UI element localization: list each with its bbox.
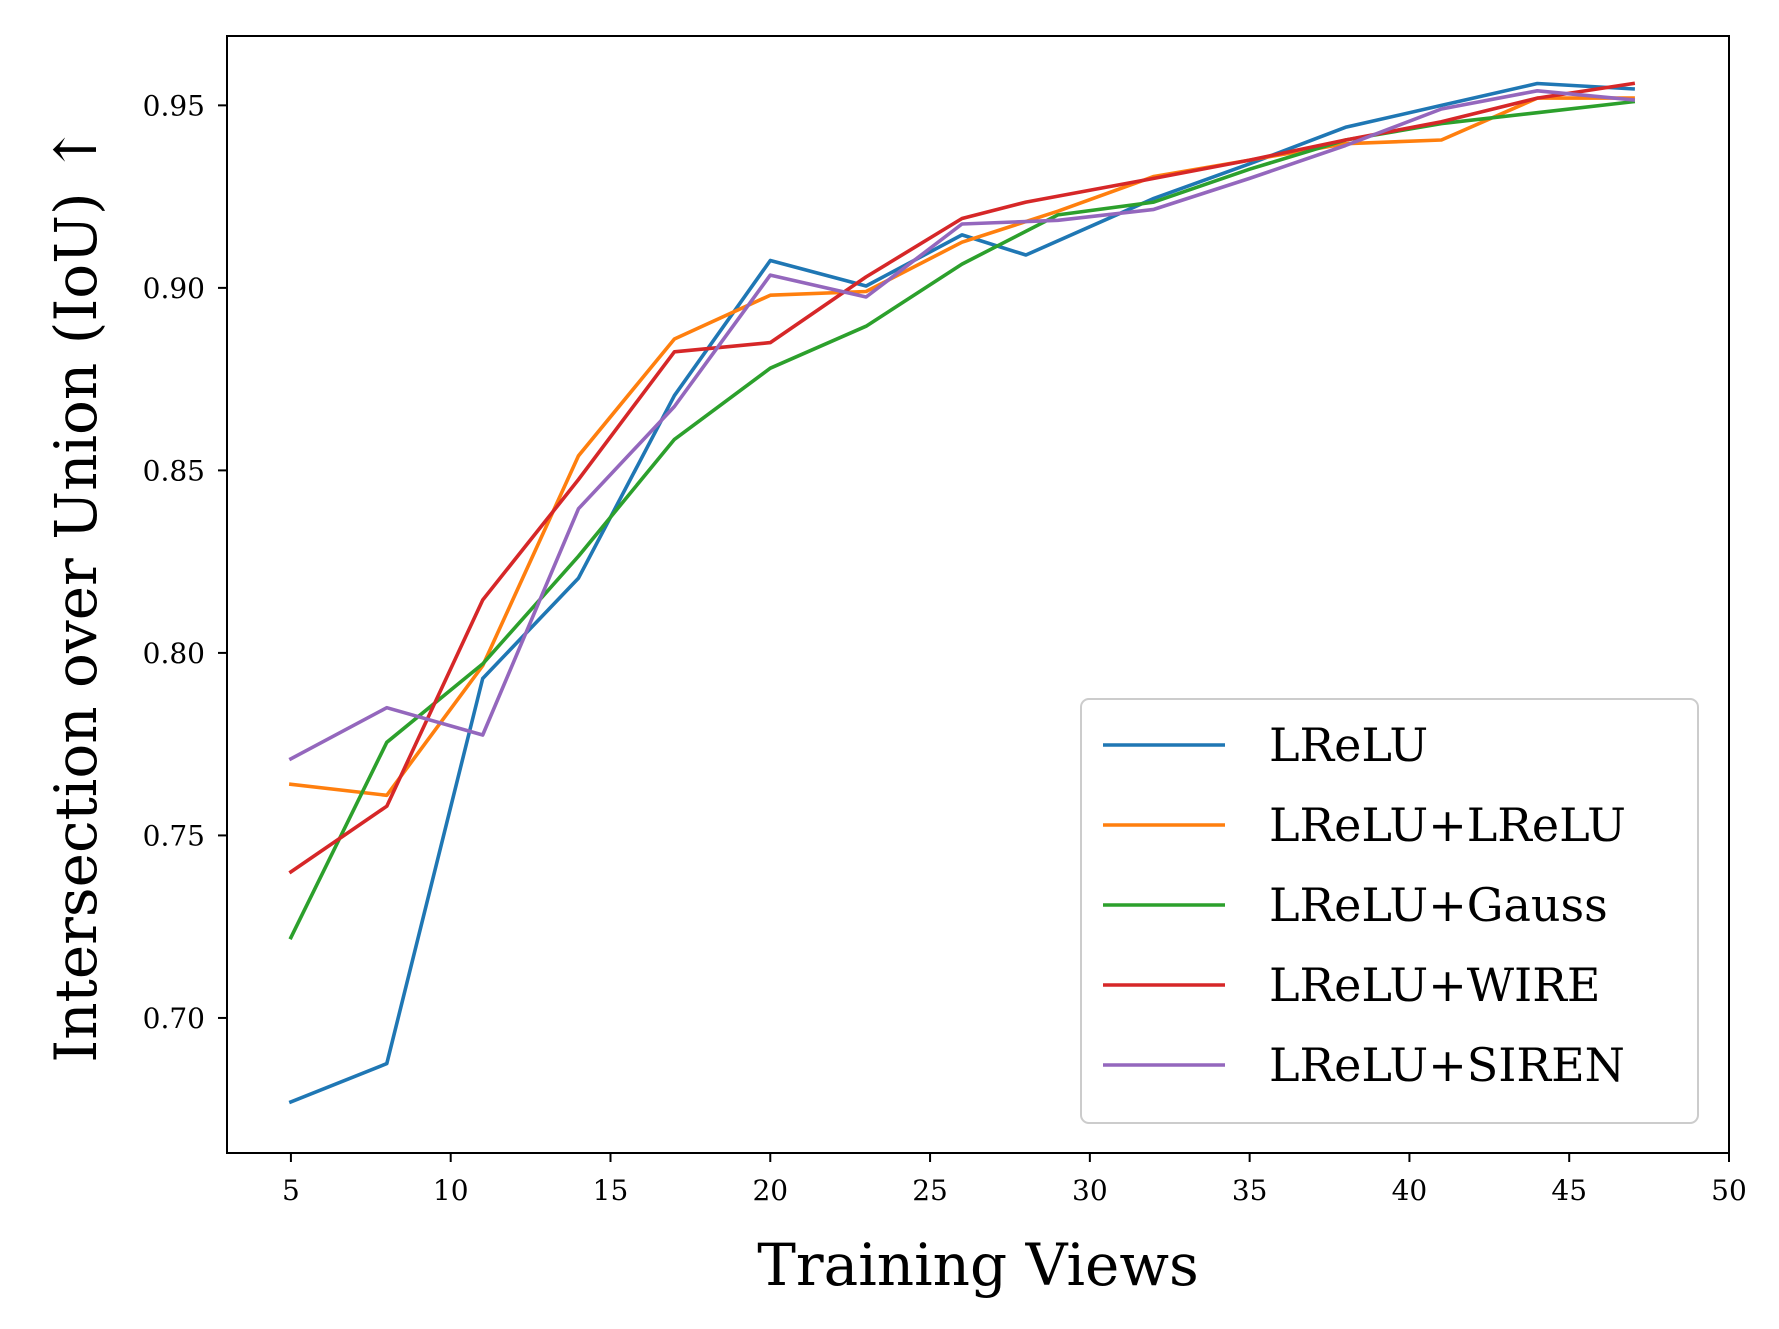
legend-box — [1080, 698, 1699, 1124]
series-line-1 — [288, 81, 1635, 1105]
x-tick-label: 10 — [433, 1174, 469, 1207]
x-tick-label: 20 — [752, 1174, 788, 1207]
y-tick-label: 0.95 — [143, 89, 205, 122]
series-layer — [288, 81, 1636, 1105]
x-tick-label: 30 — [1072, 1174, 1108, 1207]
legend: LReLU LReLU+LReLU LReLU+Gauss LReLU+WIRE LRe… — [1080, 698, 1699, 1124]
x-tick-label: 35 — [1232, 1174, 1268, 1207]
x-axis-title: Training Views — [757, 1231, 1199, 1299]
x-tick-label: 25 — [912, 1174, 948, 1207]
y-tick-label: 0.75 — [143, 819, 205, 852]
y-tick-label: 0.85 — [143, 454, 205, 487]
x-tick-label: 5 — [282, 1174, 300, 1207]
series-line-2 — [288, 96, 1635, 798]
y-tick-label: 0.90 — [143, 272, 205, 305]
y-tick-label: 0.70 — [143, 1002, 205, 1035]
x-tick-label: 40 — [1392, 1174, 1428, 1207]
plot-frame — [226, 35, 1730, 1154]
x-tick-label: 50 — [1711, 1174, 1747, 1207]
y-tick-label: 0.80 — [143, 637, 205, 670]
y-axis-title: Intersection over Union (IoU) ↑ — [42, 125, 110, 1062]
x-tick-label: 45 — [1551, 1174, 1587, 1207]
series-line-5 — [288, 89, 1636, 762]
legend-label: LReLU+SIREN — [1269, 1038, 1625, 1092]
series-line-4 — [288, 81, 1636, 875]
ticks-layer: 5 10 15 20 25 30 35 40 45 50 0.70 0.75 0.80 0.85 0.90 0… — [143, 89, 1747, 1207]
x-tick-label: 15 — [593, 1174, 629, 1207]
legend-label: LReLU — [1269, 718, 1428, 772]
legend-label: LReLU+WIRE — [1269, 958, 1600, 1012]
legend-label: LReLU+Gauss — [1269, 878, 1608, 932]
legend-label: LReLU+LReLU — [1269, 798, 1626, 852]
